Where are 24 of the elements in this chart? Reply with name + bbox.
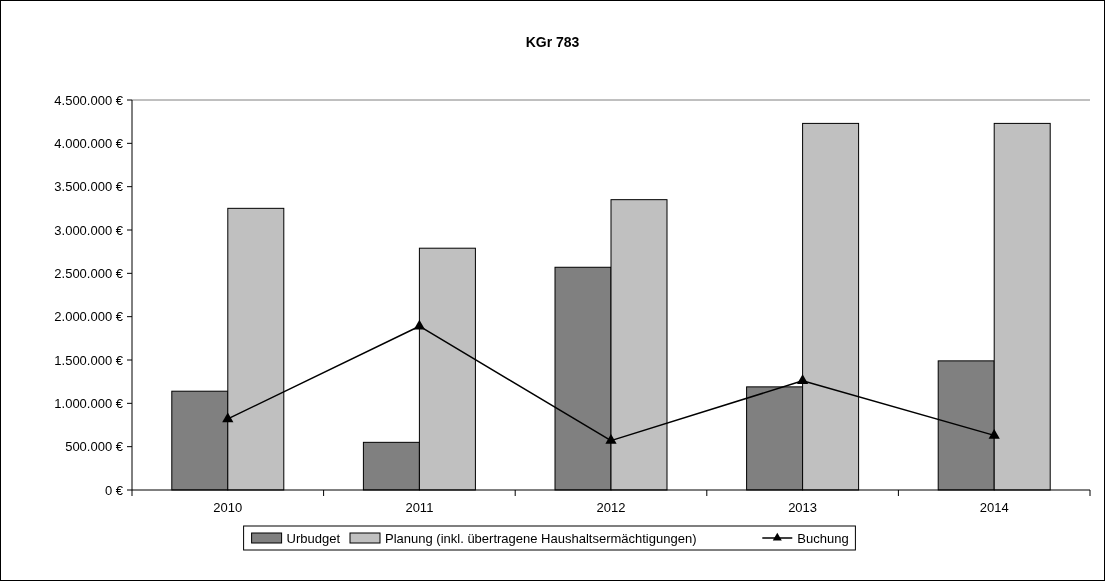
chart-title: KGr 783 (525, 34, 580, 50)
y-tick-label: 500.000 € (65, 439, 124, 455)
y-tick-label: 4.000.000 € (54, 135, 124, 151)
x-tick-label: 2012 (596, 500, 626, 515)
point (605, 434, 617, 444)
x-tick-label: 2010 (213, 500, 243, 515)
x-tick-label: 2013 (788, 500, 818, 515)
legend-label: Buchung (797, 530, 849, 546)
y-tick-label: 1.000.000 € (54, 395, 124, 411)
y-tick-label: 0 € (104, 482, 124, 498)
legend-label: Planung (inkl. übertragene Haushaltsermächtigungen) (385, 530, 697, 546)
legend-label: Urbudget (286, 530, 341, 546)
point (413, 319, 426, 330)
x-tick-label: 2014 (979, 500, 1009, 515)
y-tick-label: 2.500.000 € (54, 265, 124, 281)
point (796, 374, 809, 385)
y-tick-label: 4.500.000 € (54, 92, 124, 108)
y-tick-label: 3.500.000 € (54, 179, 124, 195)
point (222, 412, 234, 423)
y-tick-label: 1.500.000 € (54, 352, 124, 368)
point (988, 428, 1000, 439)
y-tick-label: 3.000.000 € (54, 222, 124, 238)
x-tick-label: 2011 (405, 500, 434, 515)
y-tick-label: 2.000.000 € (54, 309, 124, 325)
